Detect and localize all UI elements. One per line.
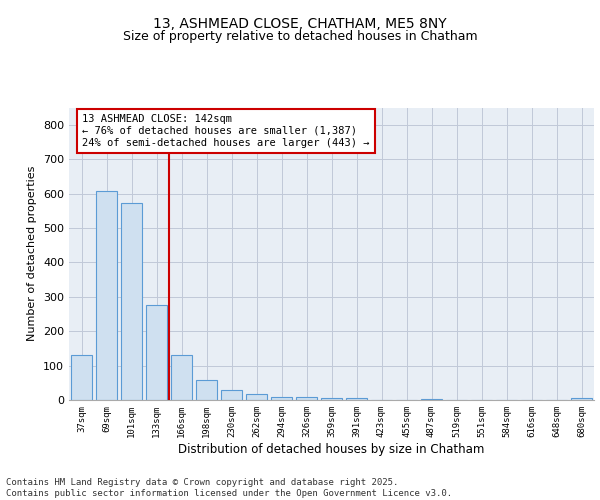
Bar [271, 397, 292, 400]
Bar [321, 398, 342, 400]
Bar [246, 394, 267, 400]
Bar [421, 398, 442, 400]
Y-axis label: Number of detached properties: Number of detached properties [28, 166, 37, 342]
Bar [221, 390, 242, 400]
Text: Size of property relative to detached houses in Chatham: Size of property relative to detached ho… [122, 30, 478, 43]
Bar [171, 354, 192, 400]
X-axis label: Distribution of detached houses by size in Chatham: Distribution of detached houses by size … [178, 442, 485, 456]
Bar [196, 380, 217, 400]
Bar [296, 396, 317, 400]
Text: Contains HM Land Registry data © Crown copyright and database right 2025.
Contai: Contains HM Land Registry data © Crown c… [6, 478, 452, 498]
Text: 13, ASHMEAD CLOSE, CHATHAM, ME5 8NY: 13, ASHMEAD CLOSE, CHATHAM, ME5 8NY [153, 18, 447, 32]
Bar [346, 398, 367, 400]
Bar [71, 356, 92, 400]
Bar [121, 203, 142, 400]
Bar [571, 398, 592, 400]
Bar [146, 306, 167, 400]
Text: 13 ASHMEAD CLOSE: 142sqm
← 76% of detached houses are smaller (1,387)
24% of sem: 13 ASHMEAD CLOSE: 142sqm ← 76% of detach… [82, 114, 370, 148]
Bar [96, 191, 117, 400]
